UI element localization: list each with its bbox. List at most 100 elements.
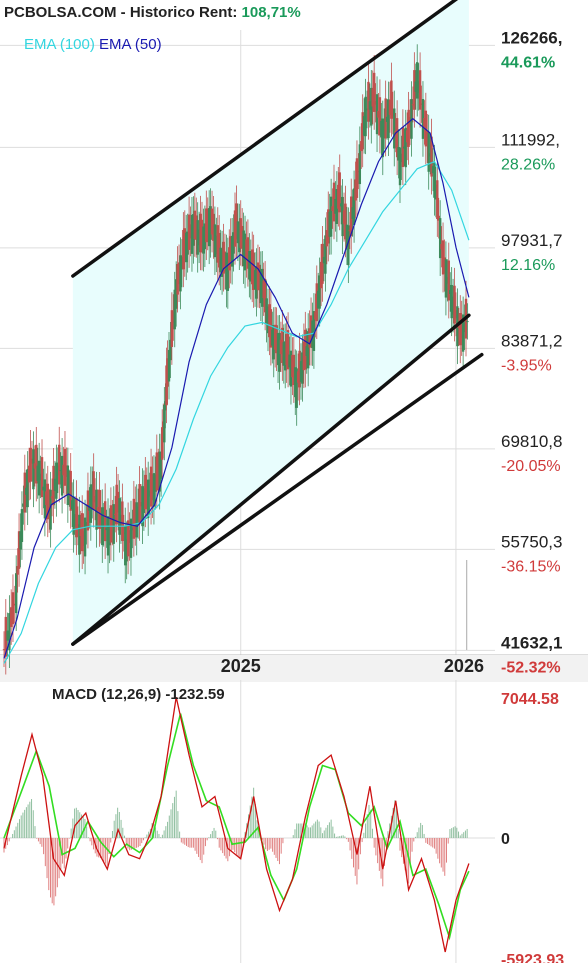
candle-body [328,211,331,237]
candle-body [9,607,13,628]
price-level-label: 69810,8 [501,432,562,451]
candle-body [210,208,214,235]
candle-body [427,132,430,172]
candle-body [95,489,98,530]
site-title: PCBOLSA.COM - Historico [4,4,195,21]
price-pct-label: 28.26% [501,156,555,173]
candle-body [25,487,28,495]
candle-body [319,261,323,289]
candle-body [400,153,403,163]
candle-body [391,109,395,117]
candle-body [141,486,144,527]
candle-body [426,131,429,146]
candle-body [73,514,77,528]
candle-body [428,153,432,157]
candle-body [449,290,452,294]
candle-body [355,158,359,198]
candle-body [281,327,284,364]
candle-body [115,484,118,525]
candle-body [358,144,362,185]
rent-label: Rent: [199,4,238,21]
rent-value: 108,71% [241,4,301,21]
candle-body [212,213,215,241]
candle-body [438,218,442,259]
candle-body [190,214,194,254]
candle-body [368,101,372,110]
candle-body [169,339,172,361]
candle-body [311,320,314,349]
candle-body [273,324,277,350]
candle-body [332,182,336,222]
candle-body [431,166,435,174]
candle-body [2,649,6,651]
candle-body [329,196,333,237]
candle-body [259,269,263,304]
candle-body [132,498,136,539]
candle-body [350,196,353,236]
candle-body [174,279,178,309]
candle-body [437,215,440,221]
price-level-label: 83871,2 [501,331,562,350]
candle-body [154,474,157,492]
candle-body [121,501,124,542]
candle-body [72,497,75,535]
candle-body [33,463,37,469]
candle-body [256,262,260,290]
candle-body [416,62,419,99]
candle-body [80,513,84,552]
candle-body [86,490,90,531]
candle-body [371,88,374,107]
candle-body [291,355,294,378]
candle-body [230,235,234,267]
candle-body [228,247,231,271]
candle-body [306,331,310,369]
candle-body [393,108,396,149]
candle-body [411,104,415,106]
candle-body [258,264,261,291]
candle-body [176,264,179,295]
candle-body [6,630,9,641]
candle-body [338,172,341,213]
candle-body [172,312,175,323]
candle-body [126,520,130,557]
candle-body [45,491,48,506]
candle-body [466,321,469,323]
candle-body [276,333,280,366]
candle-body [60,455,64,496]
candle-body [180,257,184,270]
candle-body [463,322,466,333]
candle-body [66,465,70,506]
candle-body [170,310,174,347]
candle-body [93,496,97,503]
candle-body [167,349,171,382]
candle-body [56,465,60,476]
candle-body [173,289,176,330]
candle-body [372,72,376,112]
candle-body [108,526,111,546]
candle-body [294,367,297,398]
candle-body [381,118,384,158]
time-axis-labels: 2025 2026 [221,656,484,676]
candle-body [398,147,402,186]
candle-body [195,215,198,240]
candle-body [348,229,351,232]
candle-body [103,501,107,542]
candle-body [269,309,273,348]
candle-body [447,260,450,301]
macd-line [3,696,470,953]
candle-body [185,232,188,263]
candle-body [312,311,316,351]
candle-body [105,527,108,531]
candle-body [262,280,265,299]
price-pct-label: 12.16% [501,257,555,274]
candle-body [301,352,304,384]
candle-body [403,146,406,149]
candle-body [85,522,88,527]
candle-body [407,109,410,147]
candle-body [390,80,393,119]
candle-body [265,298,268,325]
candle-body [365,108,369,111]
candle-body [453,285,456,324]
candle-body [17,531,21,569]
time-axis-band [0,655,588,682]
